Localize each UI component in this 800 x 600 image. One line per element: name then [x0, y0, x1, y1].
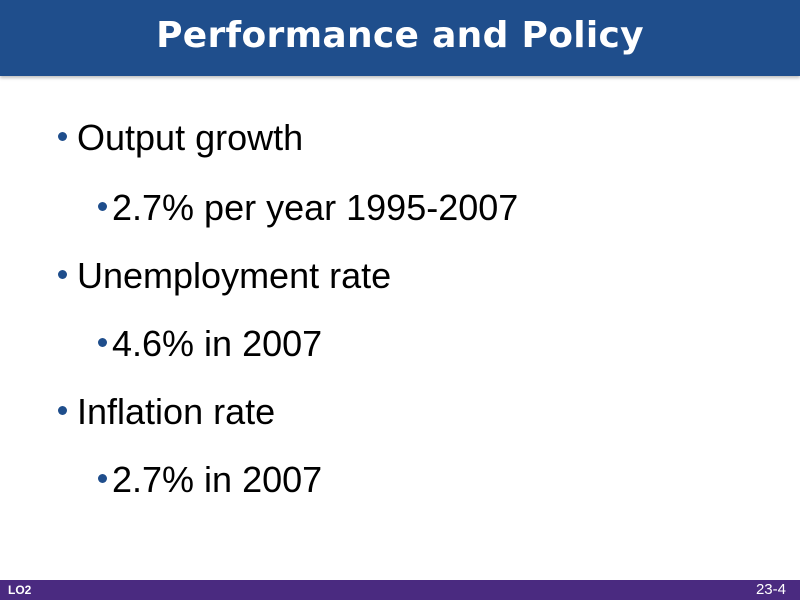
bullet-text: Output growth	[77, 117, 304, 158]
bullet-dot-icon	[58, 269, 67, 279]
title-bar: Performance and Policy	[0, 0, 800, 76]
bullet-item-inflation-rate: Inflation rate	[58, 390, 275, 434]
bullet-dot-icon	[58, 405, 67, 415]
sub-bullet-item-unemployment-value: 4.6% in 2007	[98, 322, 322, 366]
bullet-dot-icon	[98, 201, 107, 211]
bullet-dot-icon	[98, 337, 107, 347]
bullet-text: 2.7% in 2007	[112, 459, 323, 500]
bullet-text: 2.7% per year 1995-2007	[112, 187, 519, 228]
page-number: 23-4	[755, 581, 786, 598]
bullet-item-output-growth: Output growth	[58, 116, 303, 160]
bullet-text: Inflation rate	[77, 391, 276, 432]
learning-objective-label: LO2	[8, 583, 32, 597]
footer-bar: LO2 23-4	[0, 580, 800, 600]
bullet-dot-icon	[58, 131, 67, 141]
bullet-item-unemployment-rate: Unemployment rate	[58, 254, 391, 298]
bullet-list: Output growth 2.7% per year 1995-2007 Un…	[58, 116, 518, 502]
bullet-text: 4.6% in 2007	[112, 323, 323, 364]
bullet-dot-icon	[98, 473, 107, 483]
bullet-text: Unemployment rate	[77, 255, 392, 296]
sub-bullet-item-inflation-value: 2.7% in 2007	[98, 458, 322, 502]
sub-bullet-item-output-growth-value: 2.7% per year 1995-2007	[98, 186, 518, 230]
slide-title: Performance and Policy	[156, 15, 644, 56]
